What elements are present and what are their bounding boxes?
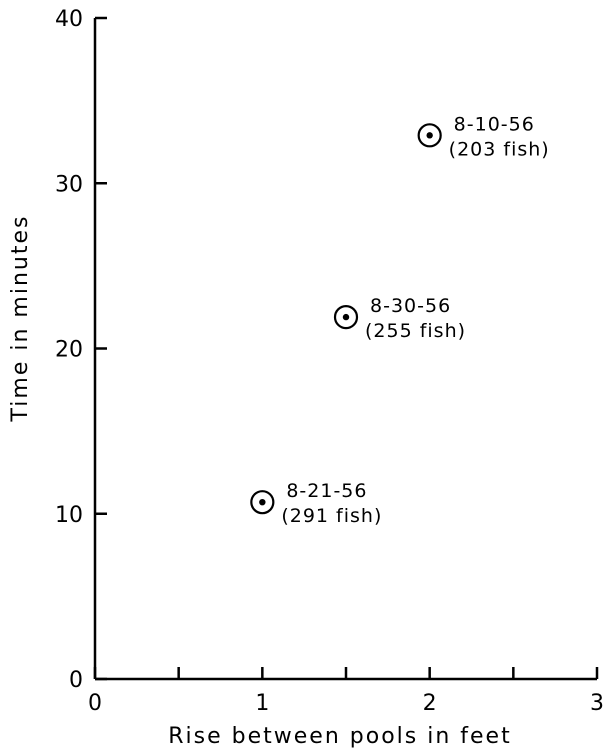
data-point-0: 8-21-56 (291 fish) — [250, 480, 382, 527]
point-count-label: (203 fish) — [449, 138, 550, 160]
tick-labels: 0 10 20 30 40 0 1 2 3 — [55, 7, 603, 716]
point-count-label: (291 fish) — [281, 505, 382, 527]
point-marker-dot — [259, 498, 266, 506]
point-date-label: 8-10-56 — [454, 113, 535, 135]
y-tick-label-0: 0 — [69, 668, 83, 693]
x-tick-label-6: 3 — [590, 691, 603, 716]
data-points: 8-21-56 (291 fish) 8-30-56 (255 fish) 8-10-5… — [250, 113, 550, 527]
data-point-2: 8-10-56 (203 fish) — [417, 113, 550, 160]
data-point-1: 8-30-56 (255 fish) — [333, 295, 466, 342]
point-marker-dot — [426, 132, 433, 139]
point-count-label: (255 fish) — [365, 320, 466, 342]
x-tick-label-2: 1 — [255, 691, 269, 716]
point-marker-ring — [333, 305, 359, 330]
point-marker-ring — [250, 490, 275, 515]
x-tick-label-0: 0 — [88, 691, 102, 716]
y-tick-label-1: 10 — [55, 503, 83, 528]
y-axis-title: Time in minutes — [8, 215, 33, 423]
point-marker-ring — [417, 123, 442, 148]
point-date-label: 8-21-56 — [286, 480, 367, 502]
x-tick-label-4: 2 — [423, 691, 437, 716]
x-axis-title: Rise between pools in feet — [168, 724, 511, 749]
y-tick-label-4: 40 — [55, 7, 83, 32]
point-marker-dot — [342, 313, 350, 321]
y-tick-label-2: 20 — [55, 338, 83, 363]
point-date-label: 8-30-56 — [370, 295, 451, 317]
y-tick-label-3: 30 — [55, 172, 83, 197]
ticks — [93, 16, 599, 681]
